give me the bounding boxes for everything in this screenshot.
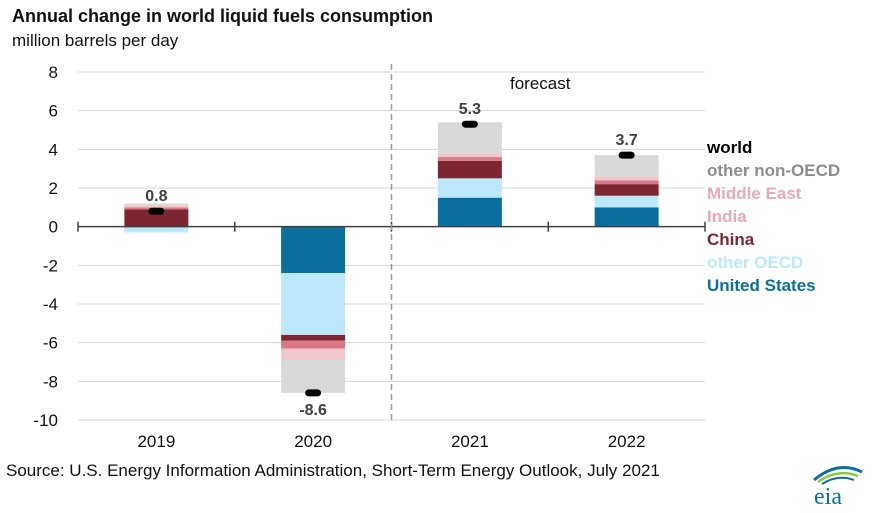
bar-segment-other-non-oecd xyxy=(594,155,659,177)
x-axis-ticks: 2019 2020 2021 2022 xyxy=(137,432,645,451)
legend-item-middle-east: Middle East xyxy=(707,184,802,203)
legend-item-other-non-oecd: other non-OECD xyxy=(707,161,841,180)
legend-item-india: India xyxy=(707,207,747,226)
world-marker xyxy=(148,207,165,215)
legend-item-other-oecd: other OECD xyxy=(707,253,804,272)
y-tick-label: 2 xyxy=(49,179,58,198)
data-label: 5.3 xyxy=(459,101,481,118)
y-tick-label: 0 xyxy=(49,218,58,237)
svg-text:eia: eia xyxy=(814,484,842,508)
bar-segment-other-oecd xyxy=(437,178,502,198)
world-marker xyxy=(461,120,478,128)
y-tick-label: 8 xyxy=(49,63,58,82)
chart-title: Annual change in world liquid fuels cons… xyxy=(12,6,434,26)
bar-segment-middle-east xyxy=(594,176,659,181)
bar-segment-other-non-oecd xyxy=(124,203,189,206)
world-marker xyxy=(618,151,635,159)
y-axis-ticks: 8 6 4 2 0 -2 -4 -6 -8 -10 xyxy=(33,63,58,430)
legend-item-united-states: United States xyxy=(707,276,816,295)
y-tick-label: -8 xyxy=(43,372,58,391)
x-tick-label: 2022 xyxy=(608,432,646,451)
legend-item-world: world xyxy=(707,138,753,157)
legend-item-china: China xyxy=(707,230,755,249)
bar-segment-other-oecd xyxy=(594,195,659,208)
bar-segment-middle-east xyxy=(124,205,189,208)
bar-segment-other-oecd xyxy=(281,273,346,335)
world-markers xyxy=(148,120,635,397)
data-label: 3.7 xyxy=(616,132,638,149)
data-label: -8.6 xyxy=(299,402,327,419)
gridlines xyxy=(78,71,705,421)
y-tick-label: -2 xyxy=(43,256,58,275)
bar-segment-india xyxy=(437,157,502,161)
bar-segment-middle-east xyxy=(281,348,346,361)
bar-segment-china xyxy=(281,334,346,341)
y-tick-label: 4 xyxy=(49,140,58,159)
bar-segment-other-oecd xyxy=(124,226,189,233)
bar-chart: 8 6 4 2 0 -2 -4 -6 -8 -10 2019 2020 2021 2022 0.8 -8.… xyxy=(33,63,706,451)
y-tick-label: -6 xyxy=(43,334,58,353)
x-tick-label: 2020 xyxy=(294,432,332,451)
bar-segment-india xyxy=(594,180,659,185)
bar-segment-china xyxy=(437,160,502,179)
bar-segment-china xyxy=(124,209,189,227)
bar-segment-united-states xyxy=(594,207,659,227)
data-label: 0.8 xyxy=(145,188,167,205)
bar-segment-china xyxy=(594,184,659,196)
data-labels: 0.8 -8.6 5.3 3.7 xyxy=(145,101,638,419)
source-note: Source: U.S. Energy Information Administ… xyxy=(6,461,660,480)
x-tick-label: 2019 xyxy=(137,432,175,451)
bar-segment-india xyxy=(281,340,346,349)
y-tick-label: -4 xyxy=(43,295,58,314)
world-marker xyxy=(305,389,322,397)
bar-segment-middle-east xyxy=(437,153,502,158)
chart-subtitle: million barrels per day xyxy=(12,31,179,50)
eia-logo: eia xyxy=(813,466,863,508)
bar-segment-united-states xyxy=(281,226,346,274)
forecast-label: forecast xyxy=(510,74,571,93)
bar-stacks xyxy=(124,122,659,393)
legend: world other non-OECD Middle East India China… xyxy=(707,136,840,297)
bar-segment-other-non-oecd xyxy=(281,360,346,393)
x-tick-label: 2021 xyxy=(451,432,489,451)
bar-segment-united-states xyxy=(437,197,502,227)
y-tick-label: 6 xyxy=(49,102,58,121)
y-tick-label: -10 xyxy=(33,411,58,430)
